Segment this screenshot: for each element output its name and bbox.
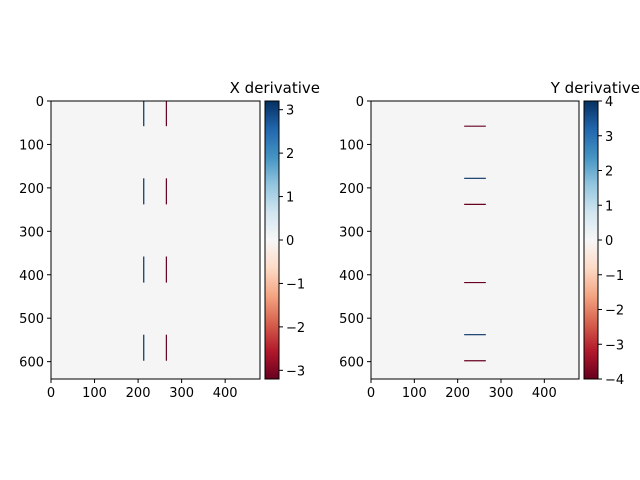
y-tick-label: 200	[339, 182, 364, 197]
colorbar-tick-label: −2	[286, 321, 305, 336]
colorbar-tick-label: 4	[605, 95, 613, 110]
x-tick-label: 200	[126, 386, 151, 401]
y-derivative-colorbar-ticks: 4 3 2 1 0 −1 −2 −3 −4	[598, 95, 624, 388]
y-derivative-lines	[464, 125, 486, 362]
y-tick-label: 400	[19, 269, 44, 284]
x-derivative-x-axis: 0 100 200 300 400	[47, 379, 238, 401]
colorbar-tick-label: 1	[286, 191, 294, 206]
colorbar-tick-label: 0	[286, 234, 294, 249]
x-tick-label: 300	[169, 386, 194, 401]
y-tick-label: 600	[339, 356, 364, 371]
y-derivative-colorbar	[583, 100, 599, 380]
y-tick-label: 0	[36, 95, 44, 110]
x-derivative-axes-frame	[50, 100, 261, 380]
colorbar-tick-label: 1	[605, 199, 613, 214]
colorbar-tick-label: 0	[605, 234, 613, 249]
y-tick-label: 0	[356, 95, 364, 110]
colorbar-tick-label: −1	[286, 277, 305, 292]
colorbar-tick-label: −3	[605, 338, 624, 353]
colorbar-tick-label: −1	[605, 269, 624, 284]
y-derivative-title: Y derivative	[550, 79, 640, 97]
y-tick-label: 500	[339, 312, 364, 327]
x-derivative-colorbar-ticks: 3 2 1 0 −1 −2 −3	[279, 104, 305, 379]
y-derivative-y-axis: 0 100 200 300 400 500 600	[339, 95, 371, 371]
y-tick-label: 400	[339, 269, 364, 284]
colorbar-tick-label: 2	[605, 165, 613, 180]
x-tick-label: 300	[489, 386, 514, 401]
y-tick-label: 100	[339, 138, 364, 153]
y-tick-label: 100	[19, 138, 44, 153]
y-tick-label: 200	[19, 182, 44, 197]
x-tick-label: 100	[402, 386, 427, 401]
x-derivative-title: X derivative	[230, 79, 320, 97]
x-tick-label: 400	[213, 386, 238, 401]
colorbar-tick-label: 3	[605, 130, 613, 145]
y-tick-label: 600	[19, 356, 44, 371]
y-derivative-image	[371, 101, 579, 379]
x-derivative-panel: X derivative 0 100 200 300 400 0 100 200 300 400…	[19, 79, 320, 401]
x-tick-label: 200	[445, 386, 470, 401]
x-tick-label: 400	[532, 386, 557, 401]
x-derivative-y-axis: 0 100 200 300 400 500 600	[19, 95, 51, 371]
x-derivative-image	[51, 101, 260, 379]
x-tick-label: 100	[82, 386, 107, 401]
x-tick-label: 0	[367, 386, 375, 401]
x-derivative-colorbar	[264, 100, 280, 380]
x-tick-label: 0	[47, 386, 55, 401]
y-derivative-axes-frame	[370, 100, 580, 380]
colorbar-tick-label: 3	[286, 104, 294, 119]
y-derivative-x-axis: 0 100 200 300 400	[367, 379, 557, 401]
colorbar-tick-label: −3	[286, 364, 305, 379]
x-derivative-lines	[143, 101, 167, 361]
colorbar-tick-label: −4	[605, 373, 624, 388]
y-tick-label: 300	[19, 225, 44, 240]
y-tick-label: 300	[339, 225, 364, 240]
y-tick-label: 500	[19, 312, 44, 327]
colorbar-tick-label: −2	[605, 304, 624, 319]
y-derivative-panel: Y derivative 0 100 200 300 400 0100200300400…	[339, 79, 640, 401]
colorbar-tick-label: 2	[286, 147, 294, 162]
